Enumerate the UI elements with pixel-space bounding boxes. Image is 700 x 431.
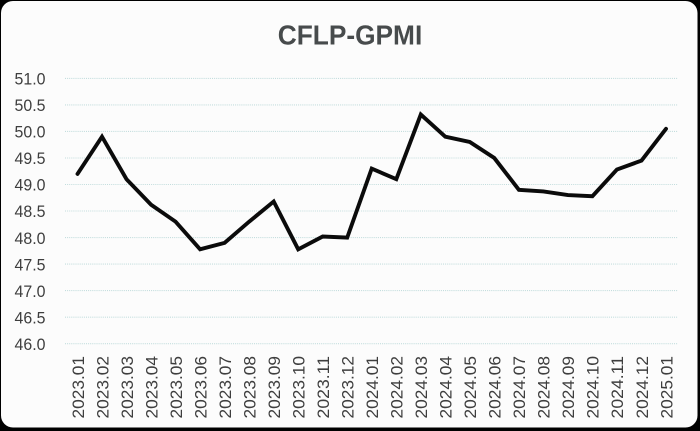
svg-text:2024.12: 2024.12 (633, 356, 652, 419)
svg-text:51.0: 51.0 (15, 70, 46, 89)
svg-text:49.0: 49.0 (15, 176, 46, 195)
svg-text:2024.08: 2024.08 (535, 356, 554, 419)
svg-text:2023.12: 2023.12 (339, 356, 358, 419)
svg-text:2024.02: 2024.02 (388, 356, 407, 419)
svg-text:2023.10: 2023.10 (290, 356, 309, 419)
svg-text:49.5: 49.5 (15, 149, 46, 168)
svg-text:2024.11: 2024.11 (608, 356, 627, 419)
svg-text:50.5: 50.5 (15, 96, 46, 115)
svg-text:2025.01: 2025.01 (657, 356, 676, 419)
svg-text:2024.03: 2024.03 (412, 356, 431, 419)
svg-text:48.0: 48.0 (15, 229, 46, 248)
svg-text:47.5: 47.5 (15, 255, 46, 274)
svg-text:48.5: 48.5 (15, 202, 46, 221)
svg-text:46.5: 46.5 (15, 308, 46, 327)
svg-text:2024.01: 2024.01 (363, 356, 382, 419)
svg-text:2023.01: 2023.01 (69, 356, 88, 419)
svg-text:2023.06: 2023.06 (191, 356, 210, 419)
svg-text:2024.07: 2024.07 (510, 356, 529, 419)
svg-text:2024.04: 2024.04 (437, 356, 456, 419)
svg-text:2023.05: 2023.05 (167, 356, 186, 419)
svg-text:50.0: 50.0 (15, 123, 46, 142)
svg-text:2023.08: 2023.08 (240, 356, 259, 419)
svg-text:2023.02: 2023.02 (93, 356, 112, 419)
svg-text:46.0: 46.0 (15, 335, 46, 354)
svg-text:2024.09: 2024.09 (559, 356, 578, 419)
svg-text:47.0: 47.0 (15, 282, 46, 301)
svg-text:2023.04: 2023.04 (142, 356, 161, 419)
svg-text:2024.10: 2024.10 (584, 356, 603, 419)
svg-text:2023.03: 2023.03 (118, 356, 137, 419)
svg-text:CFLP-GPMI: CFLP-GPMI (278, 20, 423, 51)
svg-text:2023.07: 2023.07 (216, 356, 235, 419)
svg-text:2024.06: 2024.06 (486, 356, 505, 419)
svg-text:2023.09: 2023.09 (265, 356, 284, 419)
svg-text:2024.05: 2024.05 (461, 356, 480, 419)
svg-text:2023.11: 2023.11 (314, 356, 333, 419)
